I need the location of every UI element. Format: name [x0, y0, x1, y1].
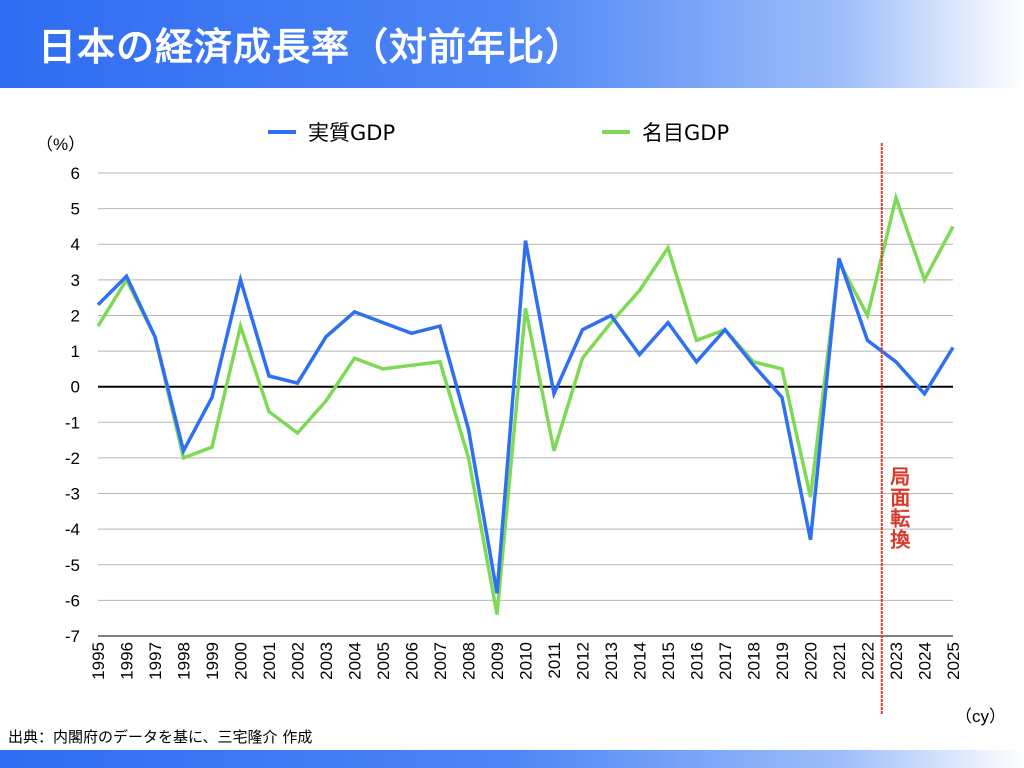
x-tick-label: 2004 — [346, 642, 365, 680]
page-title: 日本の経済成長率（対前年比） — [38, 25, 585, 69]
y-tick-label: 6 — [71, 164, 80, 183]
x-tick-label: 2000 — [232, 642, 251, 680]
x-tick-label: 1996 — [118, 642, 137, 680]
x-tick-label: 2014 — [631, 642, 650, 680]
x-axis-label: （cy） — [955, 707, 1006, 726]
source-note: 出典：内閣府のデータを基に、三宅隆介 作成 — [8, 728, 313, 746]
y-tick-label: -1 — [65, 413, 80, 432]
x-tick-label: 2012 — [574, 642, 593, 680]
footer-bar — [0, 750, 1024, 768]
y-axis-label: （%） — [36, 135, 85, 154]
x-tick-label: 2001 — [260, 642, 279, 680]
x-tick-label: 2010 — [517, 642, 536, 680]
x-tick-label: 2019 — [773, 642, 792, 680]
y-tick-label: -7 — [65, 627, 80, 646]
y-tick-label: 4 — [71, 235, 80, 254]
x-tick-label: 2007 — [431, 642, 450, 680]
x-tick-label: 2005 — [374, 642, 393, 680]
y-tick-label: -3 — [65, 485, 80, 504]
x-tick-label: 2002 — [289, 642, 308, 680]
x-tick-label: 2020 — [802, 642, 821, 680]
legend-label-nominal: 名目GDP — [642, 121, 729, 145]
regime-change-label: 局面転換 — [886, 466, 911, 550]
x-tick-label: 1997 — [146, 642, 165, 680]
series-line-nominal-gdp — [96, 191, 955, 615]
legend-label-real: 実質GDP — [308, 121, 395, 145]
series-line-real-gdp — [96, 240, 955, 594]
legend: 実質GDP 名目GDP — [268, 121, 729, 145]
x-tick-label: 2017 — [716, 642, 735, 680]
x-tick-label: 2015 — [659, 642, 678, 680]
x-tick-label: 2022 — [859, 642, 878, 680]
y-tick-label: 1 — [71, 342, 80, 361]
x-tick-label: 1999 — [203, 642, 222, 680]
x-tick-label: 1998 — [175, 642, 194, 680]
x-tick-label: 2016 — [688, 642, 707, 680]
y-tick-label: -6 — [65, 591, 80, 610]
x-tick-label: 2008 — [460, 642, 479, 680]
y-tick-label: 2 — [71, 306, 80, 325]
x-tick-label: 2023 — [887, 642, 906, 680]
title-banner: 日本の経済成長率（対前年比） — [0, 0, 1024, 88]
y-tick-label: -4 — [65, 520, 80, 539]
y-tick-label: 3 — [71, 271, 80, 290]
x-tick-label: 2024 — [916, 642, 935, 680]
x-tick-label: 2025 — [944, 642, 963, 680]
x-tick-label: 1995 — [89, 642, 108, 680]
x-tick-label: 2018 — [745, 642, 764, 680]
y-tick-label: -2 — [65, 449, 80, 468]
y-tick-label: 0 — [71, 378, 80, 397]
x-tick-label: 2013 — [602, 642, 621, 680]
x-tick-label: 2011 — [545, 642, 564, 679]
x-tick-label: 2003 — [317, 642, 336, 680]
x-tick-label: 2021 — [830, 642, 849, 680]
x-tick-label: 2009 — [488, 642, 507, 680]
y-tick-label: 5 — [71, 200, 80, 219]
y-tick-label: -5 — [65, 556, 80, 575]
x-tick-label: 2006 — [403, 642, 422, 680]
